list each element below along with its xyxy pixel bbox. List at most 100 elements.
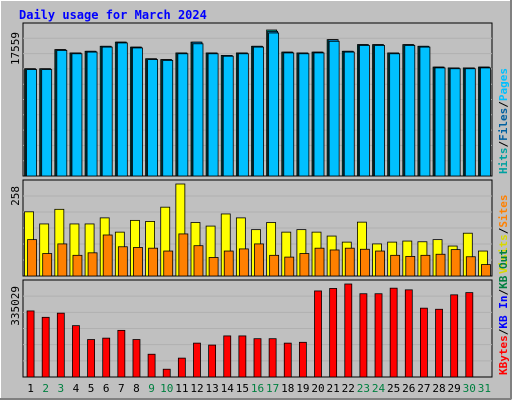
hits-bar-pages-day-17 [268, 32, 280, 177]
kbytes-bar-kbytes-day-7 [117, 329, 126, 378]
visits-ymax-label: 258 [9, 186, 22, 206]
day-label-9: 9 [148, 382, 155, 395]
visits-bar-sites-day-8 [133, 247, 143, 277]
kbytes-bar-kbytes-day-17 [268, 338, 277, 378]
kbytes-legend-separator: / [497, 328, 510, 335]
visits-panel: 258 Visits/Sites [9, 179, 510, 277]
visits-bar-sites-day-22 [344, 247, 355, 277]
visits-bar-sites-day-5 [87, 252, 98, 277]
day-label-29: 29 [448, 382, 461, 395]
hits-bar-pages-day-12 [192, 43, 204, 177]
kbytes-bar-kbytes-day-28 [435, 308, 443, 378]
visits-bar-sites-day-12 [193, 245, 204, 277]
kbytes-bar-kbytes-day-20 [314, 290, 322, 378]
hits-bar-pages-day-18 [283, 52, 295, 177]
visits-legend-sites: Sites [497, 195, 510, 228]
hits-bar-pages-day-23 [359, 45, 370, 177]
hits-legend: Hits/Files/Pages [497, 68, 510, 174]
hits-bar-pages-day-28 [434, 67, 446, 177]
visits-bar-sites-day-3 [57, 243, 68, 277]
day-label-20: 20 [311, 382, 324, 395]
kbytes-bar-kbytes-day-29 [450, 294, 459, 378]
day-label-14: 14 [221, 382, 235, 395]
kbytes-bar-kbytes-day-4 [72, 325, 80, 378]
kbytes-bar-kbytes-day-22 [344, 283, 353, 378]
visits-bar-sites-day-18 [284, 256, 295, 277]
hits-bar-pages-day-19 [298, 53, 310, 177]
chart-title: Daily usage for March 2024 [19, 8, 207, 22]
kbytes-legend-kb-in: KB In [497, 296, 510, 329]
hits-bar-pages-day-25 [389, 53, 401, 177]
visits-bar-sites-day-13 [208, 257, 219, 277]
visits-bar-sites-day-24 [375, 250, 385, 277]
visits-bar-sites-day-15 [238, 248, 249, 277]
kbytes-bar-kbytes-day-27 [420, 307, 428, 378]
hits-bar-pages-day-27 [419, 46, 431, 177]
kbytes-bar-kbytes-day-14 [223, 335, 232, 378]
day-label-17: 17 [266, 382, 279, 395]
visits-bar-sites-day-4 [72, 254, 83, 277]
visits-bar-sites-day-26 [405, 255, 416, 277]
hits-bar-pages-day-20 [313, 52, 325, 177]
kbytes-bar-kbytes-day-6 [102, 337, 111, 378]
visits-bar-sites-day-20 [314, 247, 325, 277]
hits-bar-pages-day-14 [222, 55, 234, 177]
visits-bar-sites-day-23 [360, 248, 370, 277]
day-label-11: 11 [175, 382, 188, 395]
visits-legend: Visits/Sites [497, 195, 510, 275]
visits-bar-sites-day-21 [329, 249, 340, 277]
visits-bar-sites-day-17 [269, 254, 280, 277]
hits-bar-pages-day-8 [132, 47, 143, 177]
day-label-13: 13 [205, 382, 218, 395]
kbytes-legend-kbytes: KBytes [497, 335, 510, 375]
kbytes-bar-kbytes-day-10 [162, 368, 171, 378]
visits-bar-sites-day-7 [117, 246, 128, 277]
hits-panel: 17559 Hits/Files/Pages [9, 22, 510, 177]
kbytes-legend-separator: / [497, 289, 510, 296]
kbytes-bar-kbytes-day-24 [374, 293, 383, 378]
day-label-6: 6 [103, 382, 110, 395]
hits-bar-pages-day-29 [449, 68, 461, 177]
day-axis-labels: 1 2 3 4 5 6 7 8 9 10 11 12 13 14 15 16 17 18 19 20 21 22 23 24 2… [27, 382, 491, 395]
kbytes-bar-kbytes-day-15 [238, 335, 247, 378]
kbytes-bar-kbytes-day-30 [465, 292, 474, 378]
day-label-7: 7 [118, 382, 125, 395]
kbytes-bars [26, 283, 474, 378]
hits-bar-pages-day-9 [147, 59, 158, 177]
day-label-10: 10 [160, 382, 173, 395]
hits-bar-pages-day-10 [162, 60, 174, 177]
day-label-31: 31 [478, 382, 491, 395]
kbytes-bar-kbytes-day-21 [329, 288, 338, 378]
kbytes-ymax-label: 335029 [9, 286, 22, 326]
day-label-2: 2 [42, 382, 49, 395]
day-label-4: 4 [73, 382, 80, 395]
kbytes-bar-kbytes-day-5 [87, 339, 95, 378]
day-label-1: 1 [27, 382, 34, 395]
hits-bar-pages-day-31 [480, 67, 491, 177]
visits-bar-sites-day-1 [27, 239, 37, 277]
hits-legend-hits: Hits [497, 148, 510, 175]
hits-ymax-label: 17559 [9, 32, 22, 65]
kbytes-bar-kbytes-day-25 [389, 287, 398, 378]
visits-bar-sites-day-2 [42, 253, 53, 277]
visits-bar-sites-day-19 [299, 253, 310, 277]
day-label-26: 26 [402, 382, 415, 395]
visits-bar-sites-day-9 [148, 247, 158, 277]
kbytes-bar-kbytes-day-1 [26, 310, 35, 378]
visits-bar-sites-day-27 [420, 254, 431, 277]
kbytes-bar-kbytes-day-18 [283, 342, 292, 378]
visits-legend-separator: / [497, 227, 510, 234]
kbytes-bar-kbytes-day-12 [193, 342, 201, 378]
hits-bar-pages-day-4 [71, 53, 83, 177]
day-label-22: 22 [342, 382, 355, 395]
hits-bar-pages-day-16 [253, 46, 264, 177]
hits-legend-separator: / [497, 141, 510, 148]
kbytes-bar-kbytes-day-16 [253, 338, 262, 378]
hits-bars [24, 29, 491, 177]
visits-bar-sites-day-6 [102, 234, 113, 277]
hits-bar-pages-day-11 [177, 53, 189, 177]
day-label-8: 8 [133, 382, 140, 395]
day-label-27: 27 [417, 382, 430, 395]
day-label-21: 21 [327, 382, 340, 395]
visits-bar-sites-day-31 [481, 264, 491, 277]
